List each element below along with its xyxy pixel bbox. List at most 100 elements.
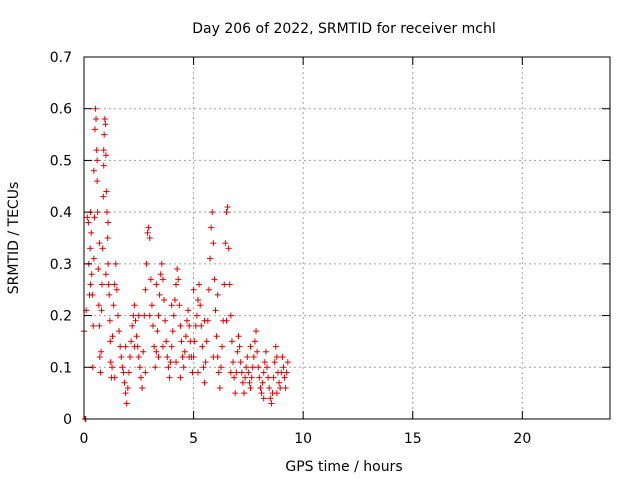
data-point <box>98 307 105 314</box>
y-tick-label: 0.7 <box>50 50 72 66</box>
data-point <box>131 343 138 350</box>
data-point <box>247 384 254 391</box>
data-point <box>179 353 186 360</box>
data-point <box>143 260 150 267</box>
data-point <box>101 131 108 138</box>
data-point <box>135 312 142 319</box>
data-point <box>160 297 167 304</box>
data-point <box>89 291 96 298</box>
data-point <box>247 343 254 350</box>
data-point <box>184 317 191 324</box>
data-point <box>223 317 230 324</box>
data-point <box>119 364 126 371</box>
data-point <box>153 348 160 355</box>
chart-title: Day 206 of 2022, SRMTID for receiver mch… <box>192 21 496 37</box>
data-point <box>168 302 175 309</box>
data-point <box>95 302 102 309</box>
data-point <box>182 333 189 340</box>
data-point <box>255 364 262 371</box>
data-point <box>257 384 264 391</box>
x-tick-label: 5 <box>189 431 198 447</box>
data-point <box>240 390 247 397</box>
data-point <box>146 312 153 319</box>
data-point <box>162 317 169 324</box>
data-point <box>273 390 280 397</box>
data-point <box>237 359 244 366</box>
data-point <box>101 116 108 123</box>
data-point <box>209 209 216 216</box>
data-point <box>155 312 162 319</box>
data-point <box>90 167 97 174</box>
data-point <box>198 322 205 329</box>
y-tick-label: 0.3 <box>50 257 72 273</box>
data-point <box>253 328 260 335</box>
data-point <box>226 281 233 288</box>
x-axis-ticks: 0 5 10 15 20 <box>80 57 531 447</box>
data-point <box>169 328 176 335</box>
y-tick-label: 0.2 <box>50 309 72 325</box>
data-point <box>210 353 217 360</box>
data-point <box>222 240 229 247</box>
data-point <box>250 353 257 360</box>
data-point <box>249 364 256 371</box>
data-point <box>248 374 255 381</box>
data-point <box>141 312 148 319</box>
data-point <box>90 322 97 329</box>
data-point <box>87 245 94 252</box>
data-point <box>113 286 120 293</box>
data-point <box>121 379 128 386</box>
data-point <box>192 322 199 329</box>
data-point <box>281 374 288 381</box>
data-point <box>210 240 217 247</box>
data-point <box>276 379 283 386</box>
data-point <box>189 369 196 376</box>
data-point <box>254 348 261 355</box>
data-point <box>258 390 265 397</box>
data-point <box>96 240 103 247</box>
data-point <box>135 353 142 360</box>
y-axis-label: SRMTID / TECUs <box>6 182 22 295</box>
data-point <box>154 328 161 335</box>
data-point <box>180 364 187 371</box>
data-point <box>215 369 222 376</box>
data-point <box>190 286 197 293</box>
x-tick-label: 0 <box>80 431 89 447</box>
data-point <box>104 209 111 216</box>
data-point <box>284 359 291 366</box>
data-point <box>167 359 174 366</box>
data-point <box>88 229 95 236</box>
data-point <box>157 271 164 278</box>
data-point <box>85 219 92 226</box>
data-point <box>120 369 127 376</box>
data-point <box>151 343 158 350</box>
data-point <box>140 348 147 355</box>
data-point <box>106 317 113 324</box>
data-point <box>153 281 160 288</box>
data-point <box>105 281 112 288</box>
data-point <box>205 286 212 293</box>
data-point <box>236 343 243 350</box>
data-points <box>81 105 291 422</box>
data-point <box>118 353 125 360</box>
data-point <box>256 374 263 381</box>
data-point <box>245 369 252 376</box>
data-point <box>103 188 110 195</box>
data-point <box>268 400 275 407</box>
data-point <box>170 312 177 319</box>
data-point <box>194 297 201 304</box>
data-point <box>102 271 109 278</box>
data-point <box>147 276 154 283</box>
data-point <box>251 338 258 345</box>
data-point <box>211 276 218 283</box>
data-point <box>84 214 91 221</box>
data-point <box>100 193 107 200</box>
data-point <box>97 369 104 376</box>
plot-frame <box>83 56 611 420</box>
data-point <box>148 302 155 309</box>
data-point <box>87 281 94 288</box>
data-point <box>88 271 95 278</box>
data-point <box>94 178 101 185</box>
data-point <box>267 395 274 402</box>
data-point <box>159 343 166 350</box>
data-point <box>213 333 220 340</box>
